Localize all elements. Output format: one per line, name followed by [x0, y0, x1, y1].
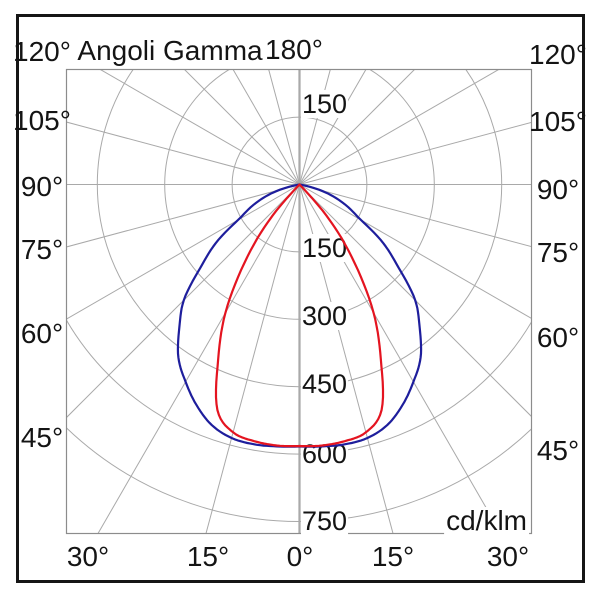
- gamma-label-left-2: 90°: [20, 171, 64, 202]
- gamma-label-bottom-0: 30°: [66, 541, 110, 572]
- red-curve: [214, 183, 385, 448]
- radial-value-label-0: 150: [302, 89, 347, 119]
- chart-title: Angoli Gamma: [77, 35, 263, 66]
- gamma-label-left-0: 120°: [13, 36, 71, 67]
- gamma-label-right-5: 45°: [536, 435, 580, 466]
- gamma-label-left-5: 45°: [20, 422, 64, 453]
- radial-value-label-2: 300: [302, 301, 347, 331]
- gamma-label-bottom-4: 30°: [486, 541, 530, 572]
- radial-value-label-5: 750: [302, 506, 347, 536]
- gamma-label-left-4: 60°: [20, 318, 64, 349]
- gamma-label-bottom-3: 15°: [371, 541, 415, 572]
- outer-frame: [16, 14, 585, 583]
- gamma-label-right-2: 90°: [536, 174, 580, 205]
- gamma-label-bottom-2: 0°: [286, 541, 314, 572]
- radial-unit-label: cd/klm: [444, 505, 529, 536]
- gamma-label-left-1: 105°: [13, 105, 71, 136]
- gamma-label-right-1: 105°: [529, 106, 587, 137]
- radial-value-label-1: 150: [302, 233, 347, 263]
- radial-value-label-4: 600: [302, 439, 347, 469]
- gamma-label-bottom-1: 15°: [186, 541, 230, 572]
- gamma-label-180: 180°: [265, 34, 323, 65]
- radial-value-label-3: 450: [302, 369, 347, 399]
- gamma-label-right-4: 60°: [536, 322, 580, 353]
- gamma-label-right-3: 75°: [536, 237, 580, 268]
- gamma-label-left-3: 75°: [20, 234, 64, 265]
- gamma-label-right-0: 120°: [529, 39, 587, 70]
